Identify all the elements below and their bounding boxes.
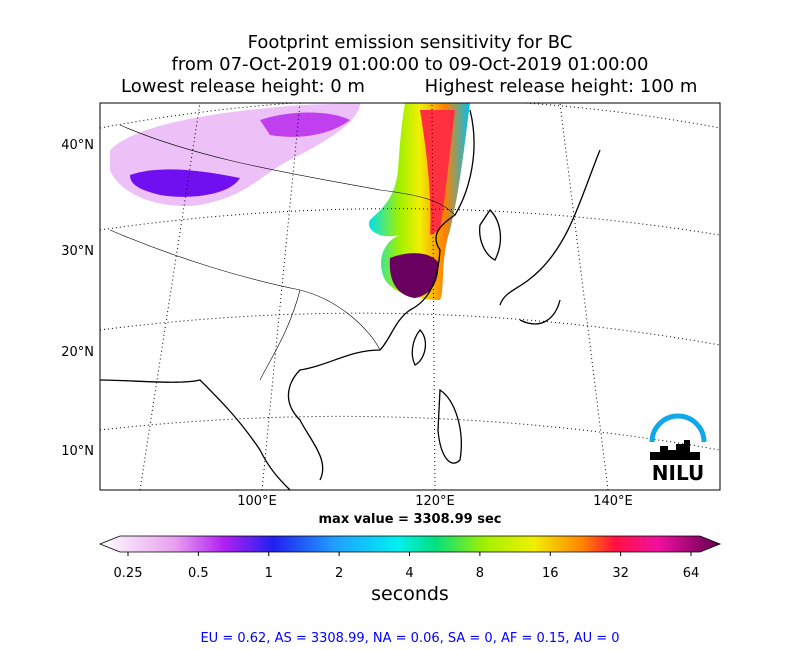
- title: Footprint emission sensitivity for BC: [248, 32, 573, 53]
- nilu-logo: NILU: [649, 413, 707, 485]
- colorbar-tick-label: 0.5: [188, 566, 209, 581]
- footer: EU = 0.62, AS = 3308.99, NA = 0.06, SA =…: [200, 631, 619, 646]
- colorbar-ticks: 0.25 0.5 1 2 4 8 16 32 64: [114, 552, 700, 581]
- plume-mid: [260, 112, 350, 137]
- colorbar-bar: [98, 535, 722, 553]
- colorbar-tick-label: 16: [542, 566, 559, 581]
- colorbar-tick-label: 4: [405, 566, 413, 581]
- lat-label: 30°N: [61, 244, 94, 259]
- colorbar-tick-label: 0.25: [114, 566, 143, 581]
- plume-peak: [420, 110, 455, 235]
- lat-label: 20°N: [61, 345, 94, 360]
- graticule: [100, 103, 720, 129]
- plume-mid: [130, 169, 240, 197]
- title: Highest release height: 100 m: [425, 76, 698, 97]
- title: Lowest release height: 0 m: [121, 76, 365, 97]
- lat-label: 10°N: [61, 444, 94, 459]
- colorbar-tick-label: 8: [476, 566, 484, 581]
- lat-label: 40°N: [61, 138, 94, 153]
- max-value: max value = 3308.99 sec: [319, 512, 502, 527]
- lon-label: 140°E: [593, 494, 633, 509]
- lon-label: 120°E: [415, 494, 455, 509]
- colorbar-label: seconds: [371, 583, 449, 605]
- title: from 07-Oct-2019 01:00:00 to 09-Oct-2019…: [172, 54, 649, 75]
- map: [100, 103, 720, 490]
- colorbar-tick-label: 64: [683, 566, 700, 581]
- colorbar-tick-label: 32: [612, 566, 629, 581]
- colorbar-tick-label: 2: [335, 566, 343, 581]
- colorbar: [98, 535, 722, 553]
- colorbar-tick-label: 1: [265, 566, 273, 581]
- plume-max: [389, 253, 439, 298]
- map-frame: [99, 102, 721, 491]
- logo-text: NILU: [652, 461, 704, 485]
- lon-label: 100°E: [237, 494, 277, 509]
